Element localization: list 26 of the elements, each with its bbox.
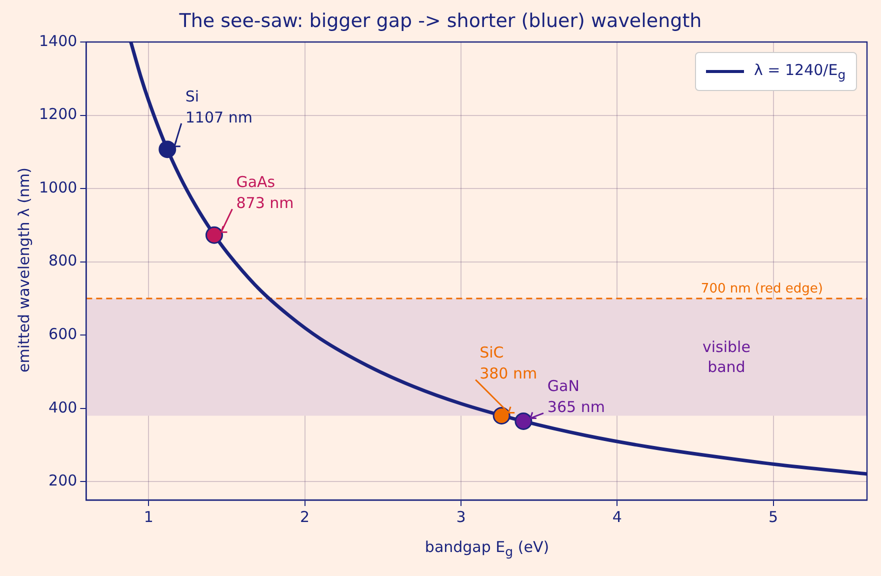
y-axis-title: emitted wavelength λ (nm) — [15, 168, 33, 372]
y-tick-label: 1000 — [38, 178, 78, 196]
annotation: SiC 380 nm — [480, 344, 538, 383]
y-tick-label: 800 — [48, 252, 78, 270]
annotation: GaN 365 nm — [547, 377, 605, 416]
y-tick-label: 600 — [48, 325, 78, 344]
point — [514, 412, 532, 430]
annotation: Si 1107 nm — [185, 87, 252, 126]
x-tick-label: 2 — [300, 508, 310, 526]
point — [492, 406, 510, 424]
x-tick-label: 5 — [768, 508, 778, 526]
point — [158, 140, 176, 158]
y-tick-label: 1400 — [38, 32, 78, 50]
ref-line-label: 700 nm (red edge) — [700, 281, 823, 296]
y-tick-label: 200 — [48, 472, 78, 490]
y-tick-label: 400 — [48, 398, 78, 416]
x-tick-label: 3 — [456, 508, 466, 526]
band-label: visible band — [702, 338, 750, 376]
x-tick-label: 1 — [144, 508, 154, 526]
annotation: GaAs 873 nm — [236, 173, 294, 212]
y-tick-label: 1200 — [38, 105, 78, 124]
point — [205, 226, 223, 244]
x-axis-title: bandgap E$_{g}$ (eV) — [424, 538, 550, 559]
x-tick-label: 4 — [612, 508, 622, 526]
chart-title: The see-saw: bigger gap -> shorter (bluer) wavelength — [178, 10, 703, 32]
legend-label: λ = 1240/E$_{g}$ — [754, 61, 846, 82]
